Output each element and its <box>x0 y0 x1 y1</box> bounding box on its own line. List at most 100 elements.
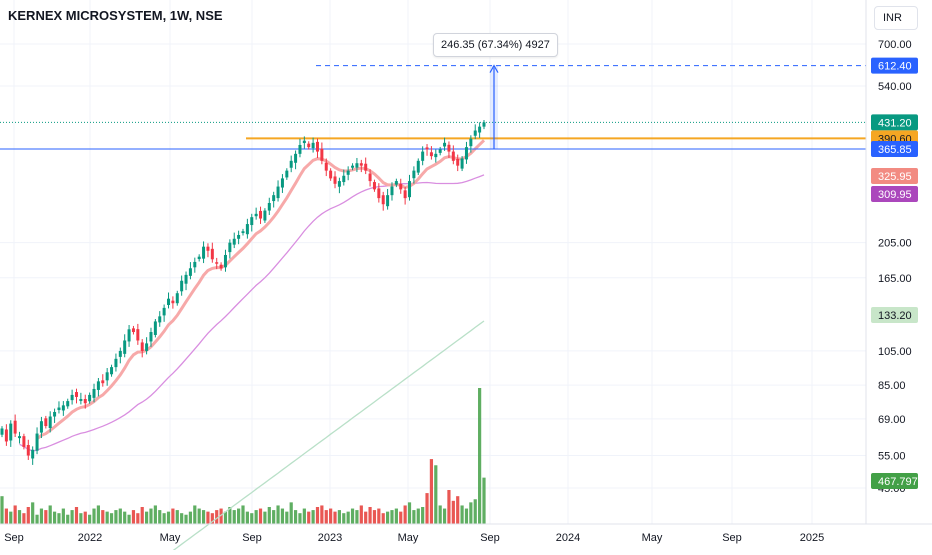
volume-bar <box>210 513 214 524</box>
measure-label: 246.35 (67.34%) 4927 <box>433 33 558 57</box>
volume-bar <box>39 508 44 524</box>
candle-body <box>280 178 284 188</box>
volume-bar <box>26 507 30 524</box>
candle-body <box>4 429 8 442</box>
volume-bar <box>394 508 398 524</box>
price-tag-bg <box>871 114 918 131</box>
candle-body <box>377 188 381 199</box>
candle-body <box>443 142 447 147</box>
volume-bar <box>22 513 26 524</box>
symbol-title[interactable]: KERNEX MICROSYSTEM, 1W, NSE <box>8 8 223 23</box>
candle-body <box>180 280 184 292</box>
volume-bar <box>482 477 486 524</box>
candle-body <box>245 224 249 235</box>
volume-bar <box>469 502 473 524</box>
y-tick-label: 105.00 <box>878 346 912 358</box>
price-tag-label: 309.95 <box>878 189 912 201</box>
candle-body <box>337 181 341 187</box>
x-tick-label: Sep <box>242 532 262 544</box>
candle-body <box>105 372 109 381</box>
volume-bar <box>70 510 74 524</box>
candle-body <box>127 329 131 342</box>
x-tick-label: 2022 <box>78 532 102 544</box>
candle-body <box>237 234 241 239</box>
candle-body <box>26 445 30 456</box>
candle-body <box>333 176 337 184</box>
price-tag-label: 612.40 <box>878 61 912 73</box>
candle-body <box>114 358 118 368</box>
volume-bar <box>215 510 219 524</box>
y-tick-label: 69.00 <box>878 414 906 426</box>
volume-bar <box>473 499 477 524</box>
volume-bar <box>193 505 197 524</box>
volume-bar <box>464 508 469 524</box>
volume-bar <box>79 513 83 524</box>
volume-bar <box>368 507 372 524</box>
candle-body <box>149 332 153 342</box>
candle-body <box>131 328 135 333</box>
volume-bar <box>381 513 385 524</box>
price-tag-label: 467.797K <box>878 476 926 488</box>
candle-body <box>210 248 214 260</box>
y-tick-label: 205.00 <box>878 238 912 250</box>
candle-body <box>372 182 376 190</box>
candle-body <box>250 217 254 226</box>
candle-body <box>96 381 100 390</box>
currency-button[interactable]: INR <box>874 6 918 30</box>
x-tick-label: Sep <box>4 532 24 544</box>
volume-bar <box>127 514 131 524</box>
price-tag-bg <box>871 57 918 74</box>
volume-bar <box>403 505 407 524</box>
candle-body <box>13 420 17 434</box>
candle-body <box>359 163 363 166</box>
candle-body <box>61 405 65 411</box>
candle-body <box>232 238 236 245</box>
volume-bar <box>377 508 381 524</box>
volume-bar <box>48 505 52 524</box>
volume-bar <box>346 511 350 524</box>
y-tick-label: 55.00 <box>878 451 906 463</box>
volume-bar <box>158 510 162 524</box>
volume-bar <box>425 493 429 524</box>
volume-bar <box>254 510 258 524</box>
candle-body <box>44 418 48 427</box>
volume-bar <box>241 505 245 524</box>
candle-body <box>482 122 486 127</box>
ma-50-line <box>19 174 485 452</box>
candle-body <box>79 399 83 401</box>
volume-bar <box>324 510 328 524</box>
volume-bar <box>232 510 236 524</box>
volume-bar <box>101 510 105 524</box>
candle-body <box>355 163 359 168</box>
candle-body <box>469 138 473 147</box>
volume-bar <box>188 511 193 524</box>
volume-bar <box>171 508 175 524</box>
candle-body <box>92 388 96 398</box>
candle-body <box>140 342 144 351</box>
candle-body <box>473 130 477 136</box>
volume-bar <box>223 511 228 524</box>
volume-bar <box>416 508 420 524</box>
candle-body <box>456 158 460 166</box>
volume-bar <box>35 514 39 524</box>
candle-body <box>394 181 398 185</box>
volume-bar <box>17 510 22 524</box>
candle-body <box>39 421 43 433</box>
candle-body <box>197 256 201 260</box>
candle-body <box>276 186 280 199</box>
volume-bar <box>206 511 210 524</box>
candle-body <box>381 195 385 205</box>
volume-bar <box>201 510 206 524</box>
volume-bar <box>184 514 188 524</box>
volume-bar <box>307 511 311 524</box>
candle-body <box>70 394 74 401</box>
price-tag-label: 133.20 <box>878 310 912 322</box>
candle-body <box>403 190 407 199</box>
volume-bar <box>31 502 35 524</box>
ma-200-line <box>165 320 485 555</box>
candle-body <box>342 175 346 183</box>
candle-body <box>35 433 39 451</box>
y-tick-label: 85.00 <box>878 380 906 392</box>
